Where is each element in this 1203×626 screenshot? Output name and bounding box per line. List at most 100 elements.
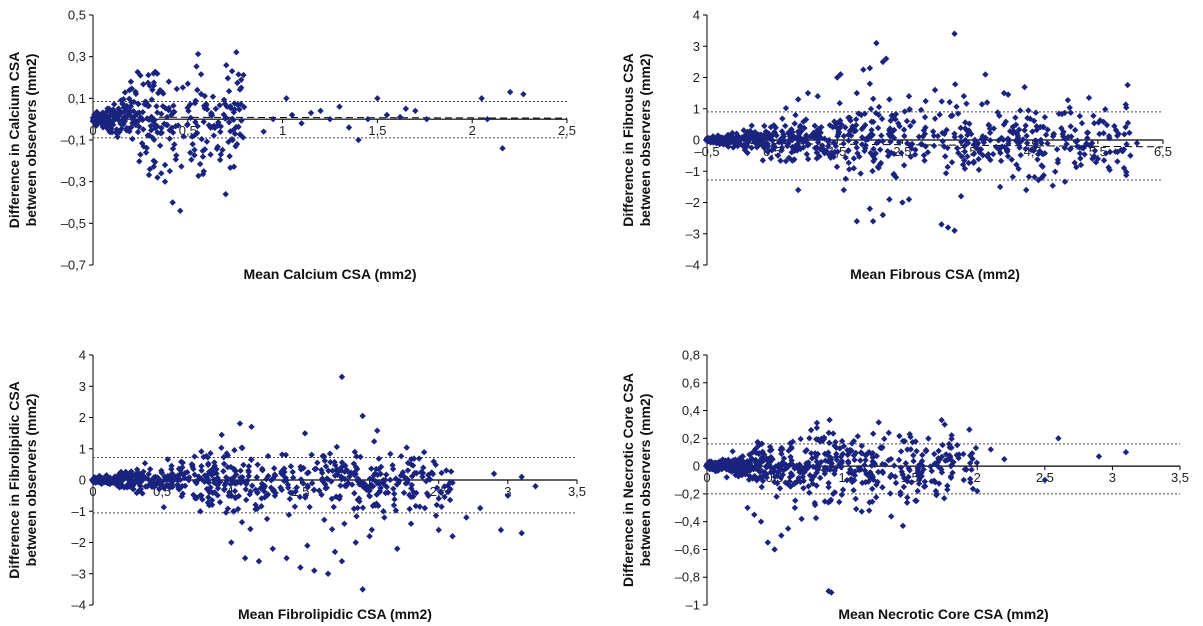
data-point — [1068, 133, 1075, 140]
y-tick-label: –1 — [686, 164, 700, 179]
data-point — [420, 449, 428, 456]
data-point — [858, 134, 866, 141]
data-point — [413, 489, 420, 497]
data-point — [1111, 122, 1118, 130]
data-point — [93, 108, 101, 116]
data-point — [214, 143, 222, 150]
data-point — [987, 137, 994, 144]
data-point — [900, 474, 908, 482]
data-point — [778, 450, 785, 457]
data-point — [856, 153, 863, 160]
data-point — [778, 128, 786, 135]
data-point — [239, 444, 246, 452]
data-point — [882, 55, 890, 62]
data-point — [1067, 123, 1074, 130]
data-point — [834, 148, 841, 155]
data-point — [228, 67, 236, 75]
y-tick-label: –1 — [686, 598, 700, 613]
data-point — [970, 141, 978, 148]
data-point — [1066, 146, 1074, 153]
data-point — [789, 157, 796, 164]
data-point — [1115, 130, 1122, 138]
data-point — [1124, 81, 1131, 89]
data-point — [1001, 143, 1008, 151]
data-point — [348, 481, 356, 488]
data-point — [935, 447, 942, 455]
y-axis-title-line-2: between observers (mm2) — [23, 54, 39, 227]
x-tick-label: 1,5 — [368, 123, 386, 138]
data-point — [869, 167, 876, 175]
data-point — [148, 127, 155, 134]
data-point — [301, 430, 309, 437]
data-point — [837, 71, 844, 78]
data-point — [1037, 136, 1045, 144]
data-point — [984, 153, 991, 160]
y-tick-label: 0,8 — [682, 348, 700, 363]
data-point — [970, 159, 977, 167]
y-tick-label: –0,7 — [61, 258, 86, 273]
data-point — [96, 117, 103, 124]
data-point — [808, 455, 816, 462]
data-point — [1072, 138, 1080, 145]
data-point — [123, 107, 131, 114]
data-point — [842, 124, 849, 131]
data-point — [197, 508, 204, 515]
data-point — [875, 103, 883, 111]
data-point — [341, 468, 348, 475]
data-point — [218, 431, 225, 439]
data-point — [1038, 139, 1045, 147]
data-point — [345, 124, 353, 131]
data-point — [872, 150, 879, 157]
data-point — [289, 474, 297, 481]
data-point — [435, 495, 442, 502]
data-point — [868, 126, 875, 134]
data-point — [207, 450, 214, 457]
data-point — [850, 128, 858, 135]
data-point — [805, 483, 812, 490]
data-point — [1009, 123, 1017, 131]
data-point — [898, 149, 905, 157]
data-point — [867, 149, 874, 157]
data-point — [96, 477, 103, 484]
data-point — [191, 146, 198, 154]
y-tick-label: 4 — [693, 8, 700, 23]
data-point — [478, 95, 485, 102]
data-point — [802, 448, 809, 455]
data-point — [827, 149, 835, 157]
data-point — [422, 477, 430, 485]
data-point — [879, 211, 887, 219]
data-point — [946, 444, 953, 451]
data-point — [849, 123, 856, 130]
data-point — [966, 475, 974, 483]
data-point — [404, 459, 412, 467]
data-point — [1036, 147, 1044, 155]
data-point — [892, 174, 900, 181]
data-point — [928, 478, 935, 485]
data-point — [890, 150, 898, 158]
data-point — [1017, 139, 1024, 146]
data-point — [238, 76, 245, 83]
data-point — [191, 453, 198, 460]
data-point — [143, 144, 150, 152]
data-point — [223, 62, 230, 69]
data-point — [366, 533, 373, 540]
data-point — [430, 458, 437, 465]
data-point — [268, 477, 275, 484]
data-point — [1100, 157, 1108, 164]
data-point — [160, 90, 167, 97]
data-point — [238, 518, 246, 526]
data-point — [230, 508, 237, 515]
data-point — [814, 131, 822, 138]
data-point — [871, 461, 879, 469]
data-point — [109, 118, 117, 125]
data-point — [429, 470, 437, 478]
data-point — [255, 558, 263, 565]
data-point — [199, 170, 207, 178]
data-point — [810, 129, 818, 136]
data-point — [204, 454, 211, 461]
data-point — [779, 446, 786, 453]
data-point — [1012, 137, 1020, 144]
data-point — [400, 489, 408, 497]
data-point — [1021, 127, 1028, 134]
